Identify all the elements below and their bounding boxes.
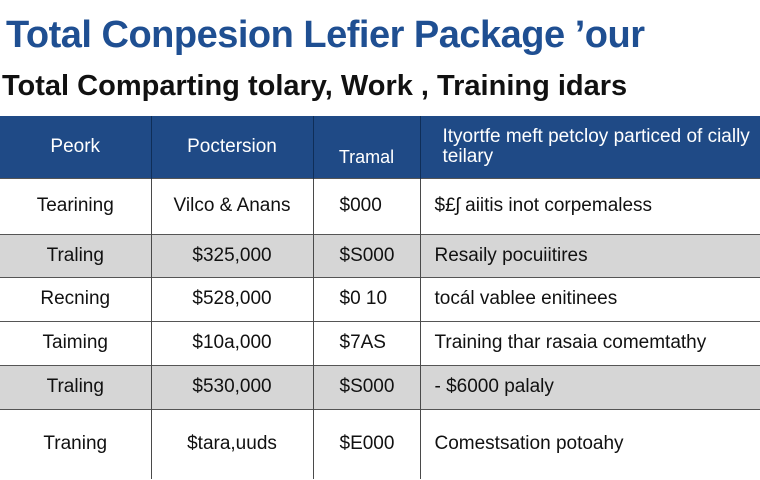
table-cell: $7AS xyxy=(313,321,421,365)
table-cell: tocál vablee enitinees xyxy=(434,288,618,309)
table-cell: - $6000 palaly xyxy=(434,376,554,397)
table-row: Recning $528,000 $0 10 tocál vablee enit… xyxy=(0,277,760,321)
column-header-1: Peork xyxy=(0,116,152,178)
table-cell: $325,000 xyxy=(151,234,314,277)
table-cell: $000 xyxy=(313,178,421,234)
table-header-row: Peork Poctersion Tramal Ityortfe meft pe… xyxy=(0,116,760,178)
column-header-2: Poctersion xyxy=(151,116,314,178)
table-cell: Comestsation potoahy xyxy=(434,433,624,455)
table-row: Taiming $10a,000 $7AS Training thar rasa… xyxy=(0,321,760,365)
compensation-table: Peork Poctersion Tramal Ityortfe meft pe… xyxy=(0,116,760,479)
table-row: Traning $tara,uuds $E000 Comestsation po… xyxy=(0,409,760,479)
table-cell: Vilco & Anans xyxy=(151,178,314,234)
table-cell: $528,000 xyxy=(151,277,314,321)
table-row: Traling $325,000 $S000 Resaily pocuiitir… xyxy=(0,234,760,277)
table-row: Traling $530,000 $S000 - $6000 palaly xyxy=(0,365,760,409)
column-header-3: Tramal xyxy=(313,116,421,178)
column-header-4: Ityortfe meft petcloy particed of cially… xyxy=(442,125,750,167)
row-label-cell: Recning xyxy=(0,277,152,321)
table-cell: Training thar rasaia comemtathy xyxy=(434,332,707,353)
page-subtitle: Total Comparting tolary, Work , Traininɡ… xyxy=(2,70,628,102)
table-cell: $E000 xyxy=(313,409,421,479)
table-cell: $0 10 xyxy=(313,277,421,321)
table-cell: $10a,000 xyxy=(151,321,314,365)
table-cell: $tara,uuds xyxy=(151,409,314,479)
page-title: Total Conpesion Lefier Package ’our xyxy=(6,14,645,56)
table-cell: Resaily pocuiitires xyxy=(434,244,588,266)
table-cell: $530,000 xyxy=(151,365,314,409)
row-label-cell: Traning xyxy=(0,409,152,479)
row-label-cell: Traling xyxy=(0,365,152,409)
table-cell: $£ʃ aiitis inot corpemaless xyxy=(434,195,653,216)
row-label-cell: Traling xyxy=(0,234,152,277)
row-label-cell: Tearining xyxy=(0,178,152,234)
row-label-cell: Taiming xyxy=(0,321,152,365)
table-cell: $S000 xyxy=(313,234,421,277)
table-row: Tearining Vilco & Anans $000 $£ʃ aiitis … xyxy=(0,178,760,234)
table-cell: $S000 xyxy=(313,365,421,409)
